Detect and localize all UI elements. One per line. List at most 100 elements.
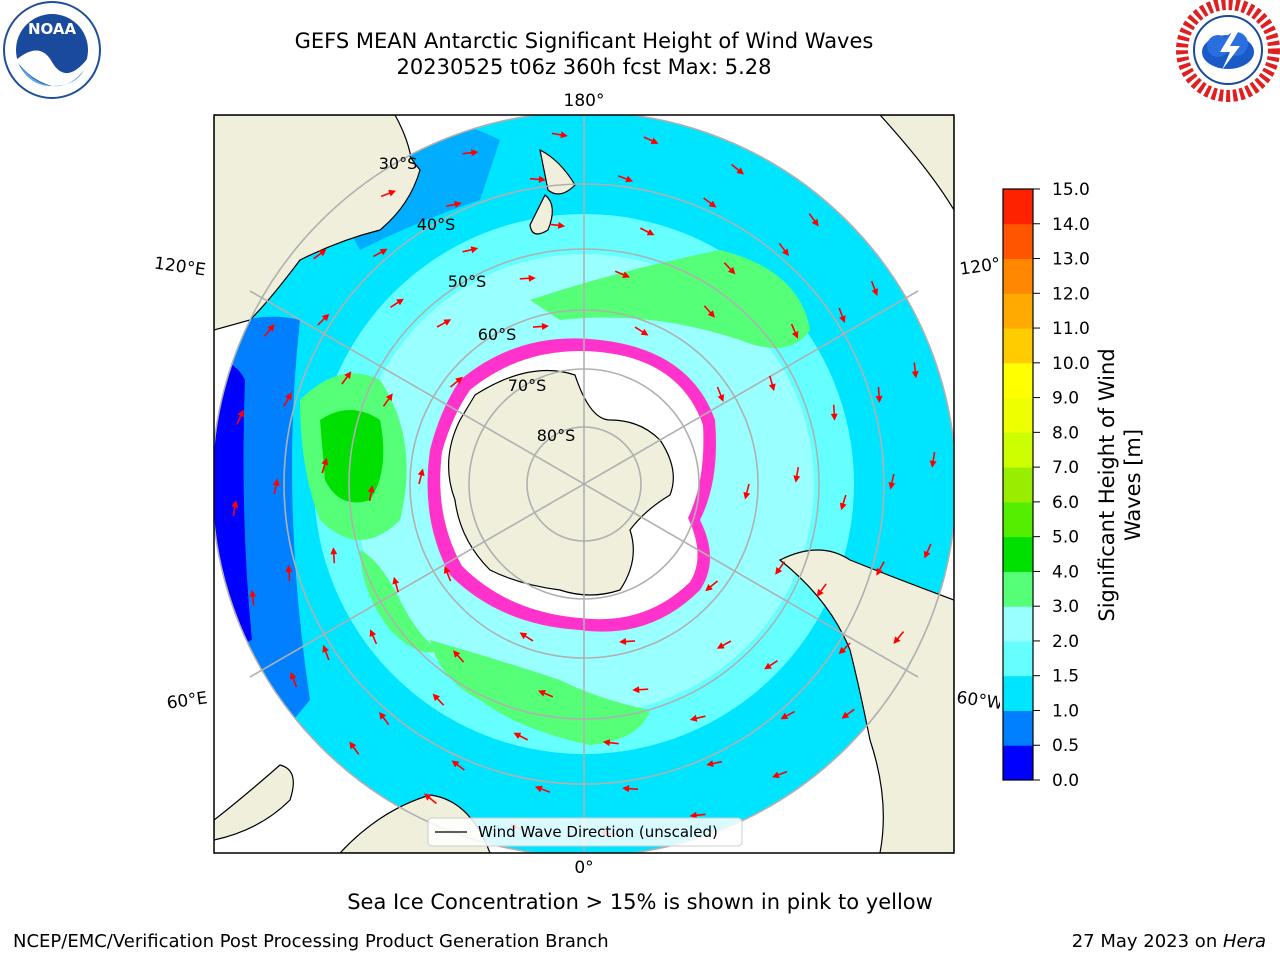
colorbar-tick-label: 2.0	[1052, 632, 1079, 652]
colorbar-tick-label: 1.5	[1052, 667, 1079, 687]
wind-arrow-head	[321, 457, 329, 466]
wind-arrow-head	[871, 288, 879, 296]
wind-arrow-head	[237, 409, 244, 418]
colorbar-tick-label: 1.0	[1052, 701, 1079, 721]
colorbar-tick-label: 4.0	[1052, 562, 1079, 582]
map-frame	[213, 114, 955, 854]
colorbar-swatch	[1003, 640, 1033, 677]
noaa-logo-text: NOAA	[28, 20, 77, 38]
graticule	[214, 115, 954, 853]
wind-arrow-head	[513, 732, 522, 739]
wind-arrow-head	[471, 149, 479, 157]
wind-arrow-head	[385, 393, 393, 401]
wind-arrow-head	[538, 175, 546, 183]
wind-arrow-head	[249, 589, 257, 597]
wind-arrow-head	[632, 686, 640, 694]
wind-arrow-head	[811, 218, 819, 227]
wind-arrow-head	[736, 167, 744, 175]
wind-arrow-head	[424, 793, 432, 801]
lat-label-50s: 50°S	[448, 272, 487, 291]
nws-logo-icon	[1176, 0, 1280, 102]
wind-arrow-head	[528, 274, 536, 282]
wind-arrow-head	[367, 485, 375, 493]
wind-arrow-head	[743, 491, 751, 500]
footer-credit: NCEP/EMC/Verification Post Processing Pr…	[13, 931, 609, 952]
wind-arrow-head	[893, 636, 901, 644]
wind-arrows	[231, 131, 937, 837]
colorbar-label-line1: Significant Height of Wind	[1095, 348, 1119, 621]
lon-label-180: 180°	[564, 91, 605, 111]
colorbar-tick-label: 9.0	[1052, 389, 1079, 409]
wind-arrow-head	[369, 629, 377, 637]
wind-arrow-head	[888, 482, 896, 490]
wind-arrow-head	[646, 229, 655, 236]
colorbar-swatch	[1003, 189, 1033, 225]
lat-label-60s: 60°S	[478, 325, 517, 344]
colorbar-tick-label: 12.0	[1052, 284, 1090, 304]
colorbar-tick-label: 11.0	[1052, 319, 1090, 339]
wind-arrow-head	[929, 460, 937, 468]
colorbar-swatch	[1003, 362, 1033, 399]
wind-arrow-head	[838, 646, 847, 655]
wind-arrow-head	[451, 760, 460, 768]
wind-arrow-head	[619, 638, 627, 645]
colorbar-swatch	[1003, 293, 1033, 329]
wind-arrow-head	[538, 690, 546, 697]
wind-arrow-head	[772, 771, 780, 779]
wind-arrow-head	[379, 248, 388, 256]
lon-label-60e: 60°E	[166, 688, 209, 713]
map-legend: Wind Wave Direction (unscaled)	[427, 817, 743, 847]
wind-arrow-head	[839, 315, 846, 324]
wind-arrow-head	[781, 248, 789, 257]
wind-arrow-head	[392, 576, 400, 585]
wind-arrow-head	[841, 711, 850, 719]
footer-system: Hera	[1222, 931, 1266, 952]
wind-arrow-head	[272, 478, 280, 486]
lon-label-120e: 120°E	[153, 253, 207, 280]
colorbar-tick-label: 3.0	[1052, 597, 1079, 617]
colorbar-tick-label: 10.0	[1052, 354, 1090, 374]
wind-arrow-head	[388, 189, 396, 197]
colorbar-swatch	[1003, 536, 1033, 572]
wind-arrow-head	[716, 642, 725, 649]
wind-arrow-head	[924, 550, 931, 559]
wind-arrow-head	[705, 584, 713, 592]
polar-map: 180° 0° 120°E 60°E 120° 60°W 30°S 40°S 5…	[153, 91, 1000, 878]
legend-label: Wind Wave Direction (unscaled)	[478, 823, 718, 841]
wind-arrow-head	[330, 547, 338, 555]
lat-label-80s: 80°S	[537, 426, 576, 445]
wind-arrow-head	[443, 319, 452, 326]
colorbar-tick-label: 5.0	[1052, 528, 1079, 548]
wind-arrow-head	[541, 323, 549, 330]
wind-arrow-head	[417, 468, 425, 477]
wind-arrow-head	[454, 201, 462, 208]
wind-arrow-head	[689, 714, 698, 722]
wind-arrow-head	[432, 693, 440, 702]
colorbar-swatch	[1003, 675, 1033, 711]
chart-title: GEFS MEAN Antarctic Significant Height o…	[294, 29, 874, 53]
wind-arrow-head	[728, 266, 736, 275]
colorbar-tick-label: 8.0	[1052, 423, 1079, 443]
wind-arrow-head	[768, 383, 776, 392]
wind-arrow-head	[706, 760, 714, 767]
wind-arrow-head	[876, 567, 883, 576]
wind-arrow-head	[707, 310, 715, 318]
wind-arrow-head	[708, 200, 717, 208]
wind-arrow-head	[650, 137, 659, 144]
wind-arrow-head	[379, 711, 387, 720]
wind-arrow-head	[622, 271, 630, 278]
wind-arrow-head	[344, 371, 352, 379]
wind-arrow-head	[231, 500, 239, 508]
wind-arrow-head	[322, 644, 329, 653]
wind-arrow-head	[318, 249, 327, 257]
footer-date: 27 May 2023 on Hera	[1072, 931, 1266, 952]
wind-arrow-head	[560, 131, 568, 139]
colorbar-tick-label: 0.5	[1052, 736, 1079, 756]
map-plot-area	[214, 115, 954, 853]
wind-arrow-head	[816, 589, 824, 597]
wind-arrow-head	[349, 741, 357, 750]
colorbar-tick-label: 15.0	[1052, 180, 1090, 200]
colorbar-swatch	[1003, 745, 1033, 781]
sea-ice-note: Sea Ice Concentration > 15% is shown in …	[347, 890, 933, 914]
wind-arrow-head	[557, 221, 566, 229]
